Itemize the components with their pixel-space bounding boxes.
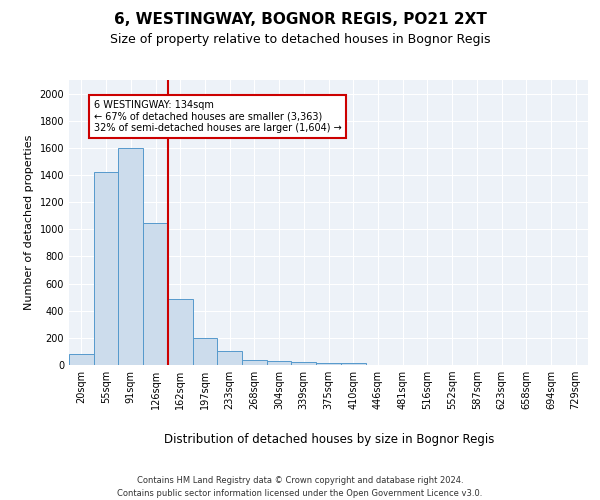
- Bar: [242, 360, 267, 365]
- Bar: [267, 361, 292, 365]
- Bar: [69, 354, 94, 365]
- Text: Size of property relative to detached houses in Bognor Regis: Size of property relative to detached ho…: [110, 32, 490, 46]
- Bar: [143, 222, 168, 365]
- Bar: [118, 148, 143, 365]
- Bar: [316, 362, 341, 365]
- Bar: [292, 362, 316, 365]
- Bar: [94, 172, 118, 365]
- Bar: [217, 352, 242, 365]
- Bar: [341, 363, 365, 365]
- Text: Distribution of detached houses by size in Bognor Regis: Distribution of detached houses by size …: [164, 432, 494, 446]
- Y-axis label: Number of detached properties: Number of detached properties: [24, 135, 34, 310]
- Text: 6 WESTINGWAY: 134sqm
← 67% of detached houses are smaller (3,363)
32% of semi-de: 6 WESTINGWAY: 134sqm ← 67% of detached h…: [94, 100, 341, 133]
- Text: Contains HM Land Registry data © Crown copyright and database right 2024.
Contai: Contains HM Land Registry data © Crown c…: [118, 476, 482, 498]
- Text: 6, WESTINGWAY, BOGNOR REGIS, PO21 2XT: 6, WESTINGWAY, BOGNOR REGIS, PO21 2XT: [113, 12, 487, 28]
- Bar: [168, 298, 193, 365]
- Bar: [193, 338, 217, 365]
